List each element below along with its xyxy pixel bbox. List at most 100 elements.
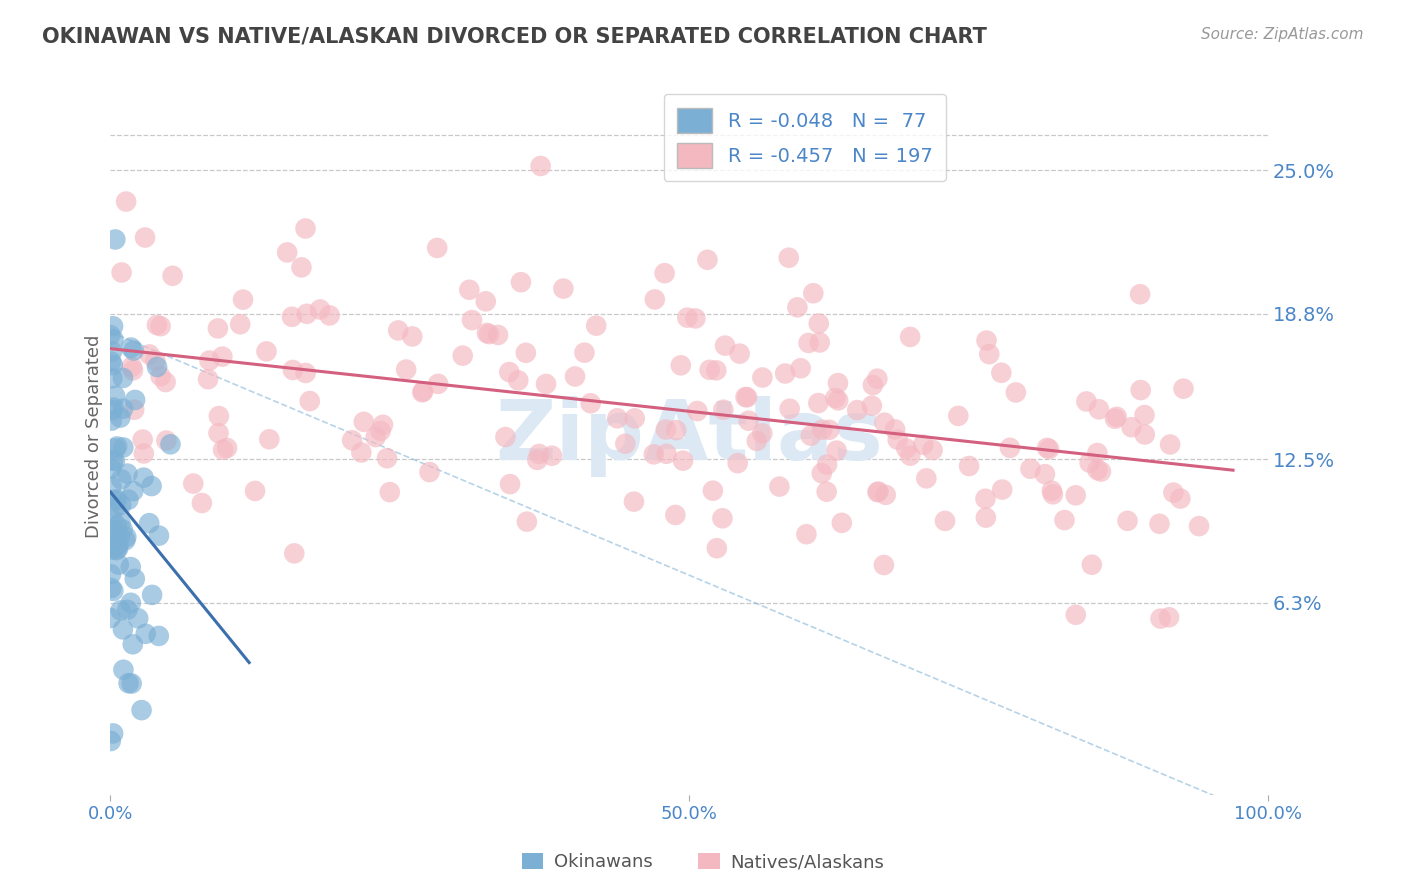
Point (815, 458, 838, 472)
Legend: Okinawans, Natives/Alaskans: Okinawans, Natives/Alaskans (515, 846, 891, 879)
Point (212, 442, 235, 457)
Point (101, 513, 124, 527)
Point (155, 434, 177, 448)
Point (191, 496, 214, 510)
Point (100, 567, 122, 582)
Point (290, 260, 312, 275)
Point (101, 358, 124, 372)
Point (141, 588, 163, 602)
Point (898, 330, 921, 344)
Point (117, 492, 139, 507)
Point (104, 500, 127, 515)
Point (104, 454, 127, 468)
Point (1157, 610, 1180, 624)
Point (515, 346, 537, 360)
Point (100, 414, 122, 428)
Point (998, 441, 1021, 455)
Point (215, 441, 238, 455)
Point (711, 511, 734, 525)
Point (105, 440, 128, 454)
Point (110, 498, 132, 512)
Point (875, 488, 897, 502)
Point (112, 401, 135, 416)
Point (159, 437, 181, 451)
Point (103, 542, 125, 557)
Point (1163, 485, 1185, 500)
Point (825, 443, 848, 458)
Point (294, 221, 316, 235)
Point (866, 485, 889, 500)
Point (132, 446, 155, 460)
Point (120, 560, 142, 574)
Point (526, 453, 548, 467)
Point (298, 394, 321, 409)
Point (751, 370, 773, 384)
Point (579, 396, 602, 410)
Point (256, 344, 278, 359)
Point (104, 523, 127, 537)
Point (508, 373, 530, 387)
Point (207, 425, 229, 440)
Point (574, 345, 596, 359)
Point (614, 436, 637, 450)
Point (229, 317, 252, 331)
Point (676, 310, 699, 325)
Point (198, 353, 221, 368)
Point (974, 491, 997, 506)
Point (243, 483, 266, 498)
Point (768, 480, 790, 494)
Point (181, 476, 204, 491)
Point (370, 424, 392, 438)
Point (534, 376, 557, 391)
Point (146, 359, 169, 374)
Point (778, 251, 800, 265)
Point (957, 458, 980, 473)
Point (810, 466, 832, 480)
Point (100, 461, 122, 475)
Point (340, 434, 363, 448)
Point (375, 451, 398, 466)
Point (412, 384, 434, 399)
Point (208, 409, 231, 423)
Point (685, 311, 707, 326)
Point (101, 403, 124, 417)
Point (103, 583, 125, 598)
Point (530, 159, 553, 173)
Point (831, 516, 853, 530)
Point (124, 572, 146, 586)
Point (1116, 514, 1139, 528)
Point (1088, 402, 1111, 417)
Point (132, 471, 155, 485)
Point (1105, 409, 1128, 424)
Point (727, 456, 749, 470)
Point (696, 252, 718, 267)
Point (644, 293, 666, 307)
Point (395, 362, 418, 376)
Point (827, 393, 849, 408)
Point (786, 301, 808, 315)
Point (706, 541, 728, 556)
Point (353, 415, 375, 429)
Point (281, 310, 304, 324)
Point (686, 404, 709, 418)
Point (818, 423, 841, 437)
Point (114, 533, 136, 548)
Point (564, 369, 586, 384)
Point (110, 265, 132, 279)
Point (148, 629, 170, 643)
Point (655, 423, 678, 437)
Point (974, 510, 997, 524)
Point (294, 366, 316, 380)
Point (155, 375, 177, 389)
Point (808, 335, 831, 350)
Point (486, 327, 509, 342)
Point (120, 596, 142, 610)
Point (1149, 516, 1171, 531)
Point (669, 359, 692, 373)
Point (138, 347, 160, 361)
Point (1005, 385, 1028, 400)
Point (789, 361, 811, 376)
Point (623, 411, 645, 425)
Point (111, 371, 134, 385)
Point (105, 518, 128, 533)
